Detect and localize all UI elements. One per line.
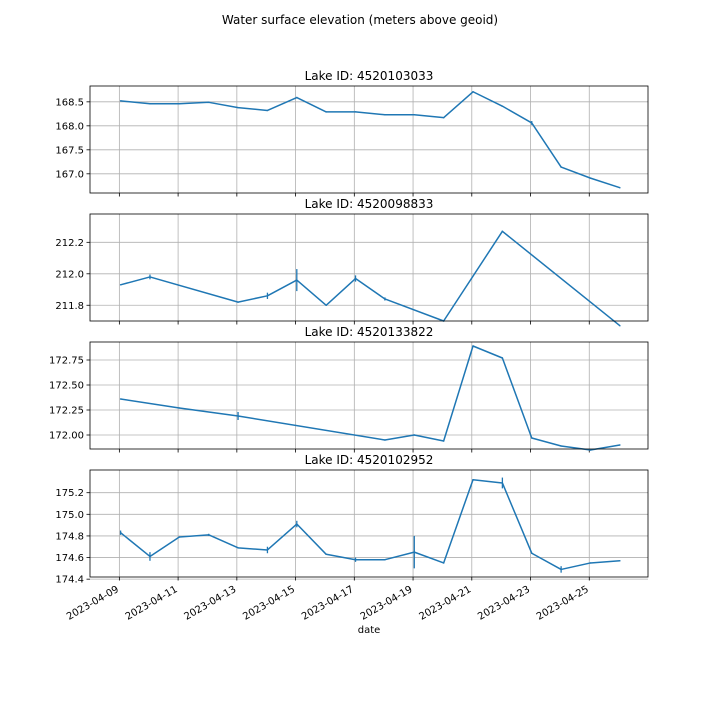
y-tick-label: 175.0 xyxy=(55,510,84,521)
y-tick-label: 168.0 xyxy=(55,121,84,132)
y-tick-label: 174.4 xyxy=(55,575,84,586)
y-tick-label: 172.75 xyxy=(49,356,84,367)
panel-frame xyxy=(89,341,649,450)
y-tick-label: 174.8 xyxy=(55,531,84,542)
panel-title: Lake ID: 4520133822 xyxy=(305,325,434,339)
panel-2: 211.8 212.0 212.2 Lake ID: 4520098833 xyxy=(55,197,649,327)
panel-3: 172.00 172.25 172.50 172.75 Lake ID: 4520133… xyxy=(49,325,649,453)
series-line xyxy=(120,478,620,571)
x-axis-label: date xyxy=(358,625,381,636)
y-tick-label: 212.2 xyxy=(55,238,84,249)
panel-frame xyxy=(89,213,649,322)
panel-frame xyxy=(89,469,649,578)
panel-4: 174.4 174.6 174.8 175.0 175.2 Lake ID: 452010… xyxy=(55,453,649,586)
panels-group: 167.0 167.5 168.0 168.5 Lake ID: 4520103033 2… xyxy=(49,69,649,586)
y-tick-label: 174.6 xyxy=(55,553,84,564)
chart-title: Water surface elevation (meters above ge… xyxy=(222,13,498,27)
y-tick-label: 175.2 xyxy=(55,488,84,499)
y-tick-label: 167.0 xyxy=(55,169,84,180)
series-line xyxy=(120,91,621,189)
y-tick-label: 172.50 xyxy=(49,381,84,392)
panel-title: Lake ID: 4520103033 xyxy=(305,69,434,83)
y-tick-label: 167.5 xyxy=(55,145,84,156)
panel-title: Lake ID: 4520098833 xyxy=(305,197,434,211)
panel-frame xyxy=(89,85,649,194)
panel-1: 167.0 167.5 168.0 168.5 Lake ID: 4520103033 xyxy=(55,69,649,197)
y-tick-label: 172.00 xyxy=(49,431,84,442)
y-tick-label: 212.0 xyxy=(55,269,84,280)
y-tick-label: 168.5 xyxy=(55,97,84,108)
y-tick-label: 172.25 xyxy=(49,406,84,417)
panel-title: Lake ID: 4520102952 xyxy=(305,453,434,467)
series-line xyxy=(120,345,620,451)
y-tick-label: 211.8 xyxy=(55,301,84,312)
